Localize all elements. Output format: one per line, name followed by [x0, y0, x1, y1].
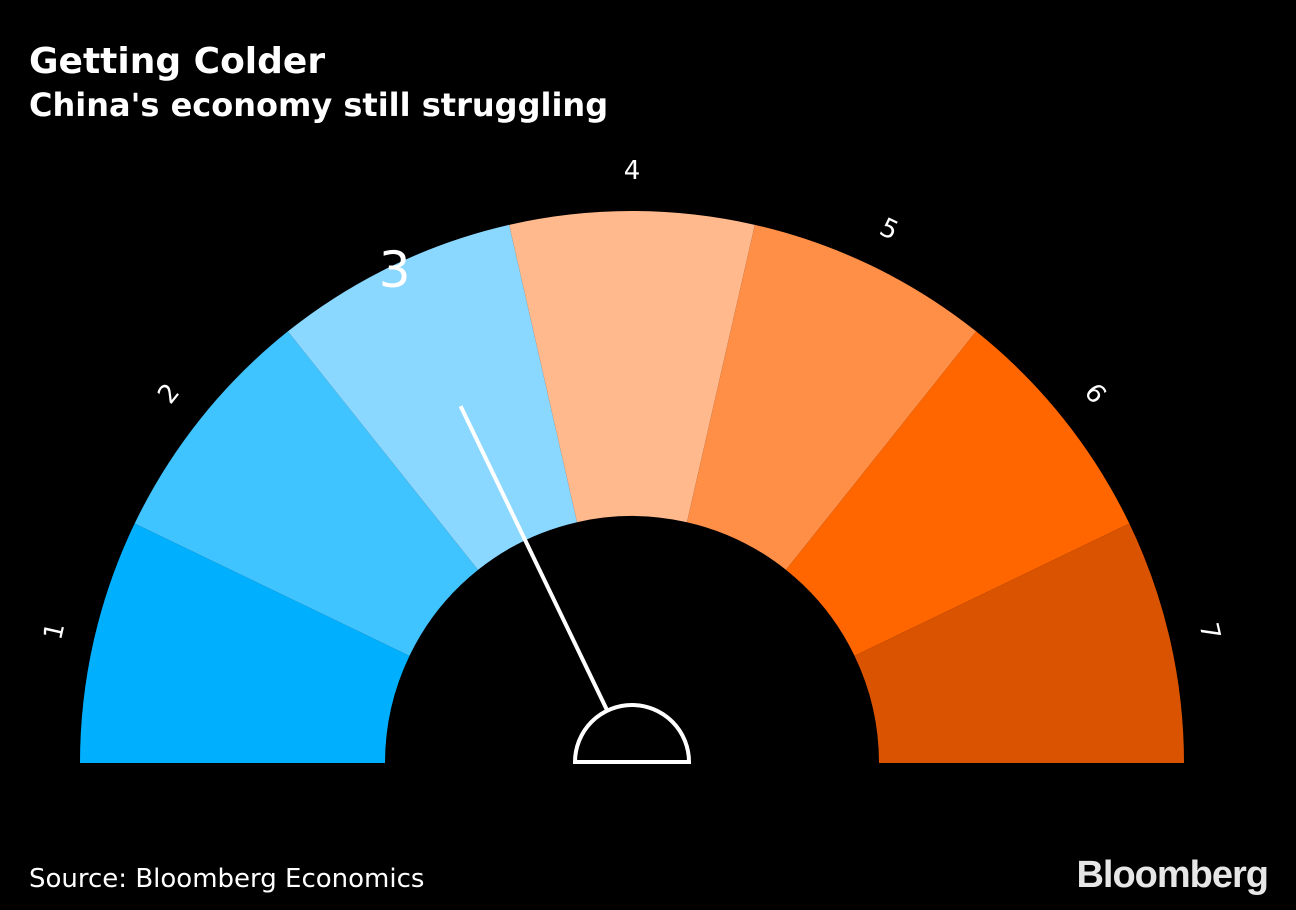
- gauge-segment-7: [854, 523, 1184, 763]
- gauge-label-6: 6: [1078, 378, 1112, 410]
- gauge-segment-2: [134, 331, 478, 656]
- gauge-segment-5: [686, 224, 977, 570]
- chart-title: Getting Colder: [29, 41, 326, 82]
- gauge-label-4: 4: [624, 156, 641, 186]
- gauge-label-2: 2: [152, 378, 186, 410]
- gauge-needle-group: [458, 405, 692, 764]
- gauge-label-5: 5: [875, 213, 903, 247]
- gauge-needle: [458, 405, 610, 712]
- source-note: Source: Bloomberg Economics: [29, 864, 425, 894]
- gauge-segments: [80, 211, 1184, 763]
- bloomberg-logo: Bloomberg: [1076, 854, 1269, 896]
- gauge-label-1: 1: [38, 620, 71, 643]
- gauge-label-7: 7: [1193, 620, 1226, 643]
- gauge-label-3: 3: [379, 241, 411, 299]
- gauge-needle-hub: [572, 703, 692, 764]
- gauge-segment-4: [509, 211, 755, 523]
- gauge-segment-6: [786, 331, 1130, 656]
- gauge-segment-3: [287, 224, 578, 570]
- chart-subtitle: China's economy still struggling: [29, 86, 609, 124]
- gauge-segment-1: [80, 523, 410, 763]
